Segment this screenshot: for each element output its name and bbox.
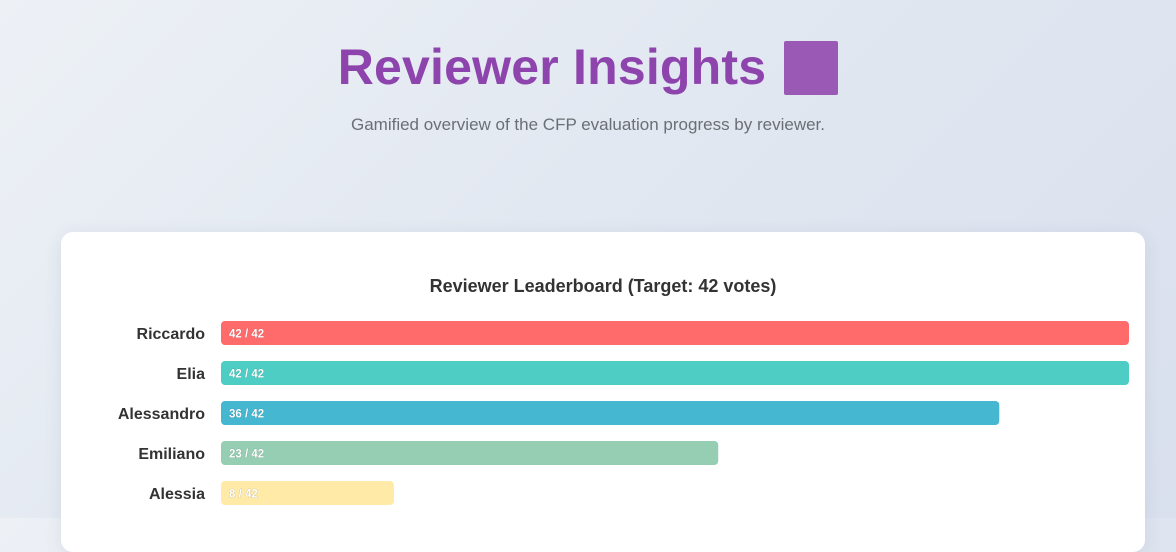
- category-label: Elia: [177, 366, 206, 383]
- title-row: Reviewer Insights: [0, 38, 1176, 96]
- category-label: Emiliano: [138, 446, 205, 463]
- bar: [221, 401, 1000, 425]
- bar: [221, 321, 1129, 345]
- page-subtitle: Gamified overview of the CFP evaluation …: [350, 115, 826, 134]
- bar-value-label: 23 / 42: [229, 449, 264, 461]
- category-label: Riccardo: [137, 326, 206, 343]
- bar: [221, 361, 1129, 385]
- leaderboard-chart: Riccardo 42 / 42 Elia 42 / 42 Alessandro 36 /…: [118, 321, 1129, 505]
- bar-value-label: 8 / 42: [229, 489, 258, 501]
- purple-square-icon: [784, 41, 839, 95]
- bar-value-label: 36 / 42: [229, 409, 264, 421]
- bar: [221, 481, 394, 505]
- page-title: Reviewer Insights: [337, 39, 767, 95]
- bar-value-label: 42 / 42: [229, 329, 264, 341]
- bar: [221, 441, 719, 465]
- leaderboard-card: Reviewer Leaderboard (Target: 42 votes) …: [61, 232, 1145, 552]
- bar-value-label: 42 / 42: [229, 369, 264, 381]
- category-label: Alessandro: [118, 406, 205, 423]
- category-label: Alessia: [149, 486, 205, 503]
- chart-title: Reviewer Leaderboard (Target: 42 votes): [429, 276, 777, 296]
